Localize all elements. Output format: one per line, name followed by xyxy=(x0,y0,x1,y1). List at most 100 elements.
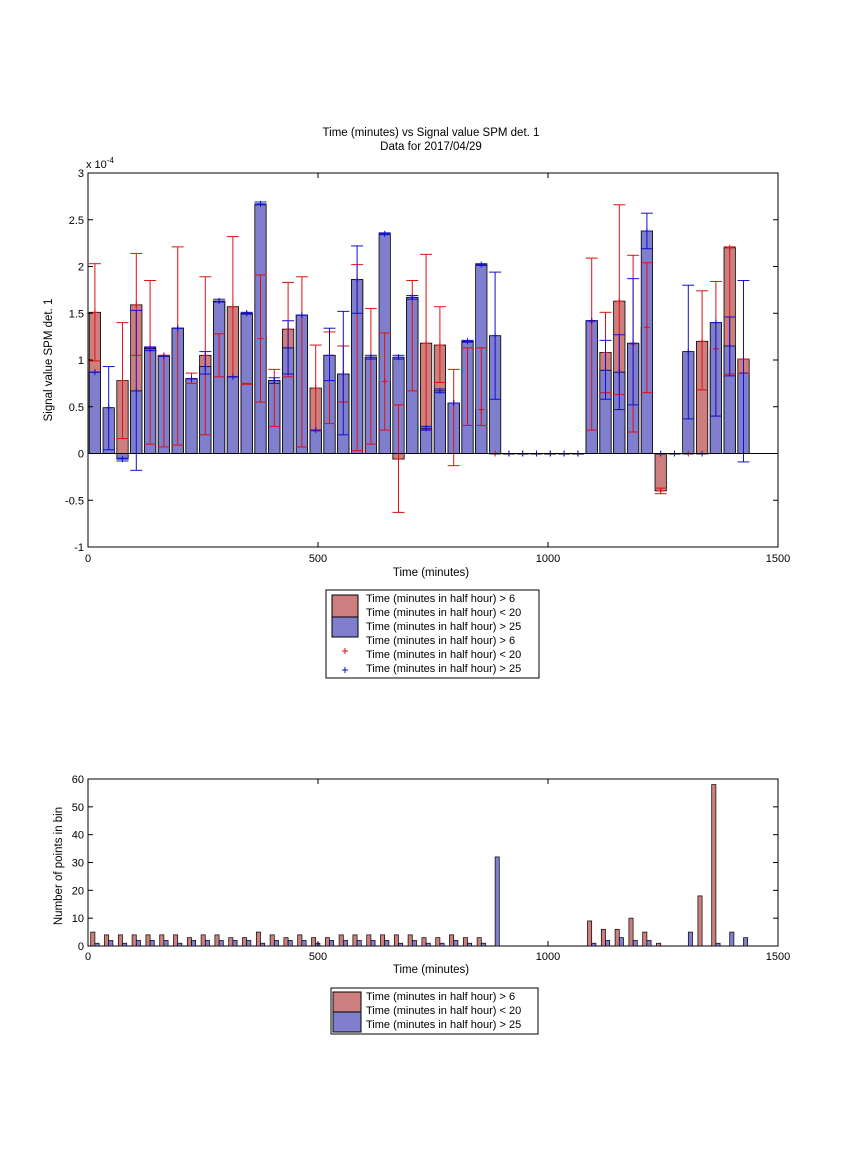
y-tick-label: 40 xyxy=(72,830,84,842)
count-chart: 0 500 1000 1500 0 10 20 30 40 50 60 Time (minutes)… xyxy=(53,774,790,1035)
bar-blue xyxy=(370,940,376,947)
bar-blue xyxy=(453,940,459,947)
bar-blue xyxy=(494,856,500,947)
y-tick-label: 1.5 xyxy=(69,308,84,320)
bar-red xyxy=(366,934,372,947)
bar-blue xyxy=(605,940,611,947)
bar-blue xyxy=(329,940,335,947)
bar-blue xyxy=(287,940,293,947)
bar-blue xyxy=(301,940,307,947)
bar-red xyxy=(269,934,275,947)
bar-blue xyxy=(88,371,101,454)
legend-label: Time (minutes in half hour) < 20 xyxy=(366,607,521,619)
bar-red xyxy=(642,931,648,947)
bar-red xyxy=(283,937,289,947)
bar-blue xyxy=(715,942,721,947)
bar-blue xyxy=(108,940,114,947)
bar-blue xyxy=(591,942,597,947)
y-exponent-label: x 10-4 xyxy=(86,156,114,171)
bar-red xyxy=(338,934,344,947)
bar-blue xyxy=(729,931,735,947)
x-tick-label: 1000 xyxy=(536,553,560,565)
signal-plot-area: 0 500 1000 1500 -1 -0.5 0 0.5 1 1.5 2 2.5 3 xyxy=(65,168,790,565)
legend-label: Time (minutes in half hour) < 20 xyxy=(366,649,521,661)
y-tick-label: 2 xyxy=(78,262,84,274)
bar-blue xyxy=(618,937,624,947)
bar-blue xyxy=(226,376,239,454)
x-tick-label: 500 xyxy=(309,951,327,963)
bar-red xyxy=(656,942,662,947)
bar-blue xyxy=(149,940,155,947)
bar-blue xyxy=(246,940,252,947)
x-tick-label: 0 xyxy=(85,951,91,963)
legend-box xyxy=(330,987,539,1035)
y-tick-label: -1 xyxy=(74,542,84,554)
bar-red xyxy=(90,931,96,947)
x-tick-label: 500 xyxy=(309,553,327,565)
y-tick-label: 0 xyxy=(78,941,84,953)
bar-blue xyxy=(204,940,210,947)
legend-label: Time (minutes in half hour) > 6 xyxy=(366,593,515,605)
bar-red xyxy=(587,920,593,947)
bar-blue xyxy=(163,940,169,947)
y-tick-label: 30 xyxy=(72,858,84,870)
y-tick-label: 1 xyxy=(78,355,84,367)
bar-red xyxy=(104,934,110,947)
bar-red xyxy=(352,934,358,947)
y-tick-label: -0.5 xyxy=(65,495,84,507)
bar-blue xyxy=(398,942,404,947)
bar-blue xyxy=(439,942,445,947)
bar-red xyxy=(324,937,330,947)
y-tick-label: 20 xyxy=(72,885,84,897)
bar-blue xyxy=(260,942,266,947)
bar-red xyxy=(173,934,179,947)
legend-label: Time (minutes in half hour) < 20 xyxy=(366,1005,521,1017)
bar-red xyxy=(407,934,413,947)
y-tick-label: 60 xyxy=(72,774,84,786)
bar-red xyxy=(297,934,303,947)
bar-blue xyxy=(185,378,198,454)
bar-red xyxy=(159,934,165,947)
y-axis-label: Signal value SPM det. 1 xyxy=(43,299,55,422)
bar-red xyxy=(145,934,151,947)
bar-red xyxy=(131,934,137,947)
x-axis-label: Time (minutes) xyxy=(393,964,469,976)
bar-red xyxy=(228,937,234,947)
legend-swatch-red xyxy=(331,594,359,618)
signal-legend: Time (minutes in half hour) > 6 Time (min… xyxy=(325,589,540,679)
legend-swatch-blue xyxy=(332,1011,362,1033)
bar-red xyxy=(393,934,399,947)
plot-frame xyxy=(87,172,779,548)
y-tick-label: 3 xyxy=(78,168,84,180)
bar-red xyxy=(462,937,468,947)
bar-red xyxy=(614,928,620,947)
x-tick-label: 1500 xyxy=(766,553,790,565)
bar-blue xyxy=(384,940,390,947)
x-axis-label: Time (minutes) xyxy=(393,567,469,579)
bar-red xyxy=(435,937,441,947)
y-tick-label: 0 xyxy=(78,449,84,461)
bar-red xyxy=(476,937,482,947)
signal-chart: Time (minutes) vs Signal value SPM det. … xyxy=(43,127,790,679)
bar-blue xyxy=(177,942,183,947)
bar-blue xyxy=(218,940,224,947)
bar-red xyxy=(242,937,248,947)
x-tick-label: 1500 xyxy=(766,951,790,963)
x-tick-label: 1000 xyxy=(536,951,560,963)
legend-box xyxy=(325,589,540,679)
bar-red xyxy=(600,928,606,947)
bar-blue xyxy=(273,940,279,947)
bar-red xyxy=(697,895,703,947)
y-tick-label: 0.5 xyxy=(69,402,84,414)
bar-blue xyxy=(94,942,100,947)
bar-red xyxy=(380,934,386,947)
legend-label: Time (minutes in half hour) > 25 xyxy=(366,663,521,675)
bar-blue xyxy=(191,940,197,947)
bar-red xyxy=(117,934,123,947)
bar-red xyxy=(421,937,427,947)
bar-red xyxy=(255,931,261,947)
bar-red xyxy=(449,934,455,947)
legend-label: Time (minutes in half hour) > 25 xyxy=(366,1019,521,1031)
y-tick-label: 2.5 xyxy=(69,215,84,227)
bar-red xyxy=(628,917,634,947)
